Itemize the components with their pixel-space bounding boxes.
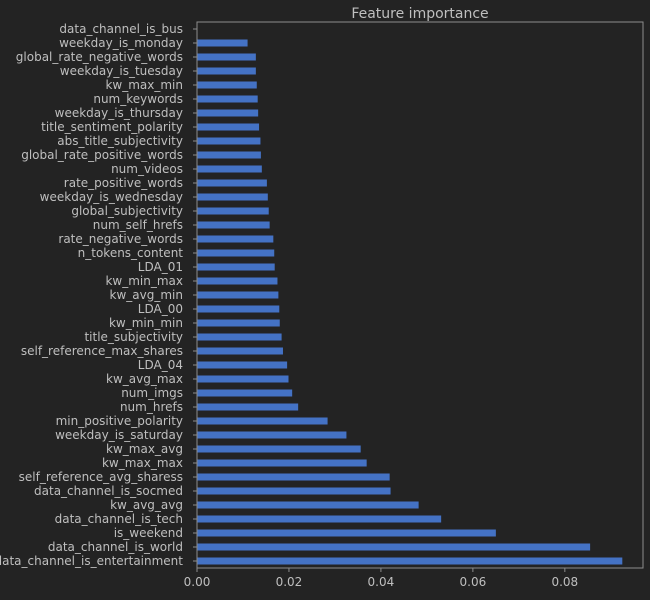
bar-min_positive_polarity [197, 417, 328, 425]
x-tick-label: 0.04 [368, 575, 395, 589]
bar-num_imgs [197, 389, 293, 397]
chart-title: Feature importance [351, 6, 488, 22]
y-tick-label: num_videos [111, 162, 183, 176]
bar-abs_title_subjectivity [197, 137, 261, 145]
y-tick-label: data_channel_is_entertainment [0, 554, 183, 568]
bar-rate_negative_words [197, 235, 274, 243]
y-tick-label: title_subjectivity [84, 330, 183, 344]
bar-num_self_hrefs [197, 221, 270, 229]
x-axis-ticks: 0.00 0.02 0.04 0.06 0.08 [184, 568, 578, 589]
bar-weekday_is_tuesday [197, 67, 256, 75]
plot-area-frame [196, 21, 644, 569]
y-tick-label: num_self_hrefs [93, 218, 183, 232]
bar-global_rate_positive_words [197, 151, 261, 159]
y-tick-label: data_channel_is_bus [59, 22, 183, 36]
y-axis-ticks: data_channel_is_busweekday_is_mondayglob… [0, 22, 197, 568]
y-tick-label: kw_min_max [105, 274, 183, 288]
bar-is_weekend [197, 529, 496, 537]
bar-num_keywords [197, 95, 258, 103]
y-tick-label: rate_negative_words [58, 232, 183, 246]
bar-global_subjectivity [197, 207, 269, 215]
x-tick-label: 0.00 [184, 575, 211, 589]
bar-global_rate_negative_words [197, 53, 256, 61]
y-tick-label: rate_positive_words [64, 176, 183, 190]
y-tick-label: n_tokens_content [78, 246, 184, 260]
y-tick-label: title_sentiment_polarity [41, 120, 183, 134]
y-tick-label: min_positive_polarity [56, 414, 183, 428]
bar-data_channel_is_entertainment [197, 557, 623, 565]
bar-num_hrefs [197, 403, 299, 411]
bar-self_reference_max_shares [197, 347, 283, 355]
bar-data_channel_is_tech [197, 515, 442, 523]
y-tick-label: kw_avg_min [110, 288, 183, 302]
bar-kw_max_max [197, 459, 367, 467]
y-tick-label: kw_max_max [102, 456, 183, 470]
y-tick-label: weekday_is_tuesday [60, 64, 183, 78]
bar-kw_max_avg [197, 445, 361, 453]
bar-weekday_is_monday [197, 39, 248, 47]
bar-num_videos [197, 165, 262, 173]
y-tick-label: num_hrefs [120, 400, 183, 414]
y-tick-label: LDA_01 [138, 260, 183, 274]
bar-kw_max_min [197, 81, 257, 89]
bar-kw_avg_max [197, 375, 289, 383]
bar-title_subjectivity [197, 333, 282, 341]
bar-data_channel_is_socmed [197, 487, 391, 495]
bar-self_reference_avg_sharess [197, 473, 390, 481]
y-tick-label: LDA_00 [138, 302, 183, 316]
y-tick-label: weekday_is_thursday [55, 106, 183, 120]
y-tick-label: kw_max_avg [106, 442, 183, 456]
y-tick-label: num_keywords [93, 92, 183, 106]
y-tick-label: data_channel_is_socmed [34, 484, 183, 498]
x-tick-label: 0.02 [276, 575, 303, 589]
bar-LDA_01 [197, 263, 275, 271]
x-tick-label: 0.06 [460, 575, 487, 589]
y-tick-label: data_channel_is_tech [55, 512, 183, 526]
y-tick-label: is_weekend [114, 526, 183, 540]
bar-kw_avg_min [197, 291, 279, 299]
y-tick-label: self_reference_max_shares [21, 344, 183, 358]
y-tick-label: global_rate_positive_words [21, 148, 183, 162]
bar-weekday_is_wednesday [197, 193, 268, 201]
y-tick-label: kw_avg_avg [110, 498, 183, 512]
y-tick-label: weekday_is_monday [59, 36, 183, 50]
y-tick-label: abs_title_subjectivity [57, 134, 183, 148]
bar-LDA_04 [197, 361, 288, 369]
bar-LDA_00 [197, 305, 280, 313]
y-tick-label: data_channel_is_world [48, 540, 183, 554]
y-tick-label: weekday_is_saturday [55, 428, 183, 442]
y-tick-label: global_subjectivity [71, 204, 183, 218]
y-tick-label: kw_min_min [109, 316, 183, 330]
bars-group [197, 39, 623, 565]
bar-data_channel_is_world [197, 543, 591, 551]
bar-n_tokens_content [197, 249, 275, 257]
y-tick-label: self_reference_avg_sharess [19, 470, 183, 484]
y-tick-label: weekday_is_wednesday [40, 190, 183, 204]
bar-title_sentiment_polarity [197, 123, 260, 131]
bar-kw_avg_avg [197, 501, 419, 509]
bar-rate_positive_words [197, 179, 267, 187]
bar-kw_min_min [197, 319, 280, 327]
y-tick-label: LDA_04 [138, 358, 183, 372]
y-tick-label: kw_avg_max [106, 372, 183, 386]
y-tick-label: kw_max_min [105, 78, 183, 92]
y-tick-label: num_imgs [121, 386, 183, 400]
bar-weekday_is_saturday [197, 431, 347, 439]
y-tick-label: global_rate_negative_words [16, 50, 183, 64]
x-tick-label: 0.08 [551, 575, 578, 589]
bar-kw_min_max [197, 277, 278, 285]
bar-weekday_is_thursday [197, 109, 259, 117]
